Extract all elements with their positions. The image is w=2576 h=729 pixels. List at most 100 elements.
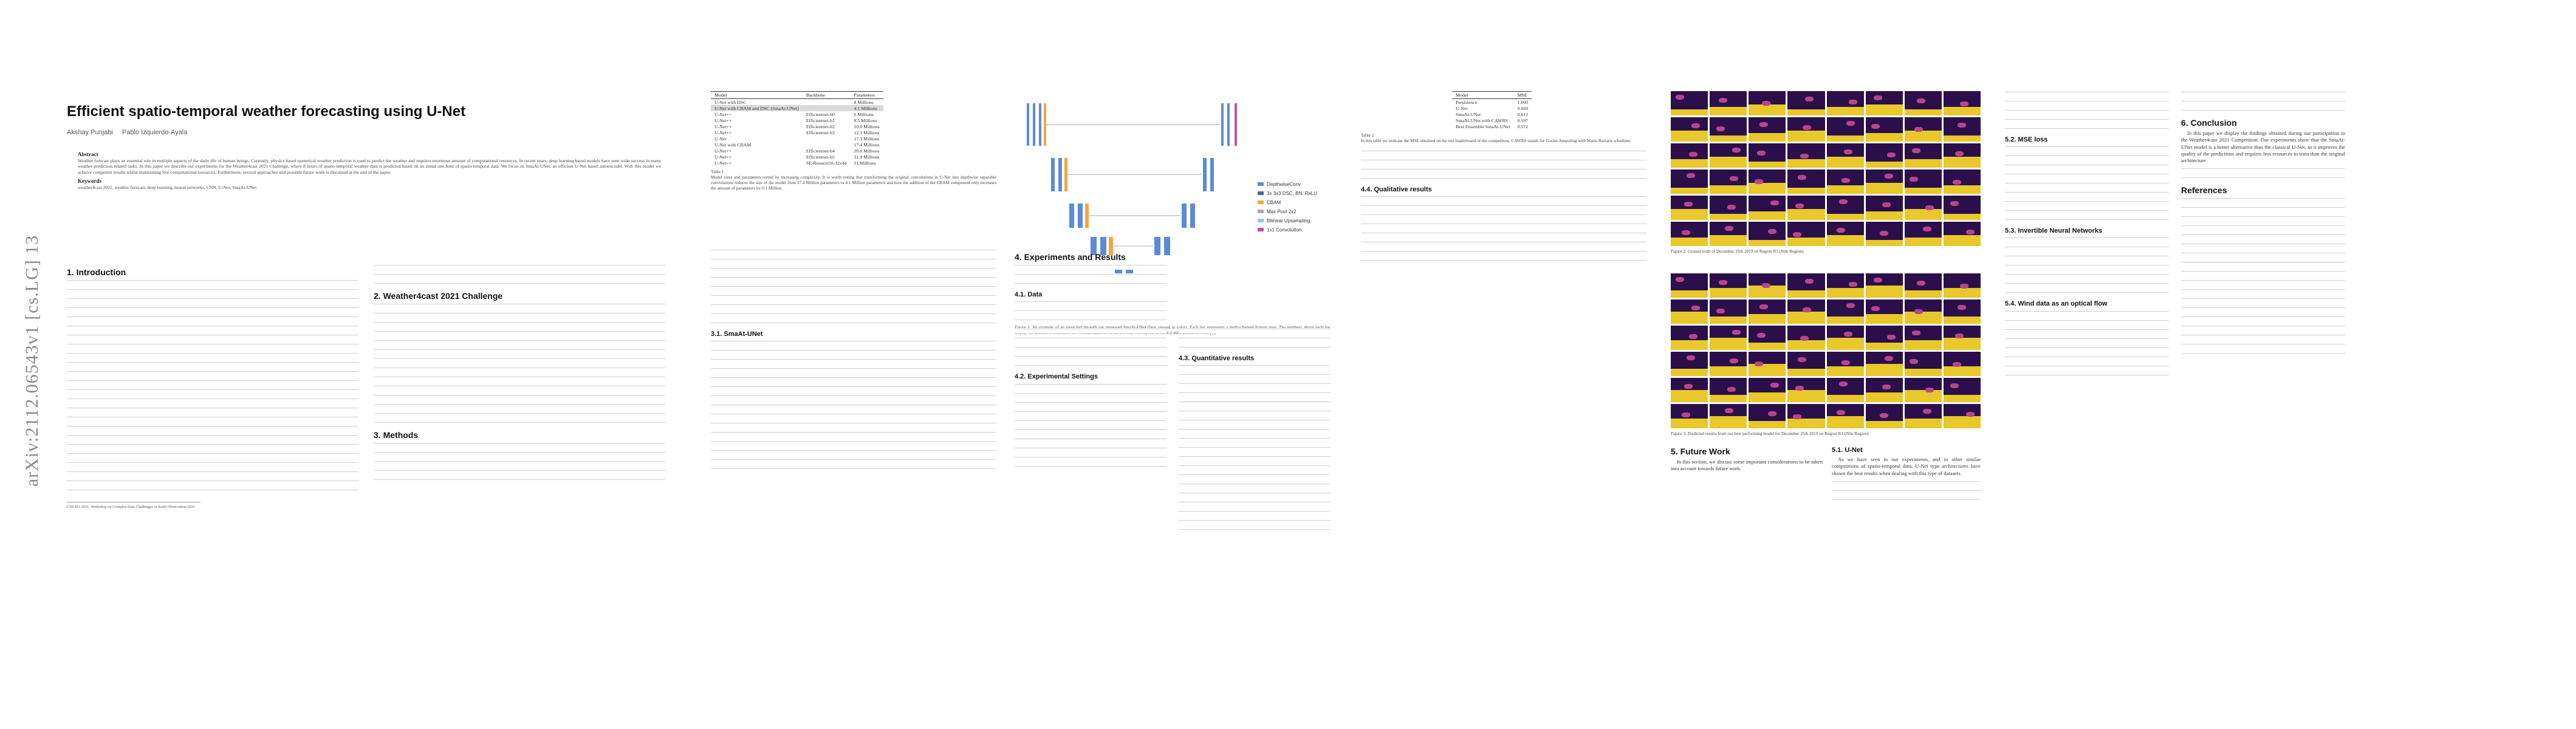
weather-map-tile	[1671, 326, 1708, 350]
weather-map-tile	[1787, 91, 1825, 115]
paper-page-2: Model Backbone Parameters U-Net with DSC…	[711, 91, 1343, 638]
page2-left-column: 3.1. SmaAt-UNet	[711, 249, 996, 477]
subsection-heading: 4.1. Data	[1015, 291, 1043, 299]
subsection-heading: 4.2. Experimental Settings	[1015, 373, 1098, 381]
paper-page-4: 5.2. MSE loss 5.3. Invertible Neural Net…	[2005, 91, 2552, 638]
weather-map-tile	[1710, 117, 1747, 142]
page3-future-column: 5. Future Work In this section, we discu…	[1671, 443, 1823, 476]
weather-map-tile	[1865, 222, 1903, 246]
weather-map-tile	[1710, 326, 1747, 350]
weather-map-tile	[1826, 91, 1864, 115]
table-cell: SmaAt-UNet	[1456, 111, 1481, 117]
figure2-caption: Figure 2: Ground truth of December 25th …	[1671, 249, 1804, 254]
weather-map-tile	[1671, 117, 1708, 142]
weather-map-tile	[1904, 299, 1942, 324]
weather-map-tile	[1943, 352, 1981, 376]
subsection-heading: 5.3. Invertible Neural Networks	[2005, 227, 2103, 235]
weather-map-tile	[1865, 143, 1903, 168]
table-cell: Efficientnet-b5	[806, 154, 835, 160]
section-heading: 5. Future Work	[1671, 447, 1730, 456]
legend-entry: 1x1 Convolution	[1267, 227, 1301, 233]
weather-map-tile	[1865, 169, 1903, 194]
author-name[interactable]: Pablo Izquierdo-Ayala	[122, 129, 188, 136]
weather-map-tile	[1749, 117, 1786, 142]
weather-map-tile	[1826, 352, 1864, 376]
weather-map-tile	[1671, 169, 1708, 194]
weather-map-tile	[1671, 273, 1708, 298]
weather-map-tile	[1826, 404, 1864, 428]
unet-text: As we have seen in our experiments, and …	[1832, 456, 1981, 476]
table-row: Persistence 1.000	[1452, 99, 1532, 106]
table-row: U-Net++ Efficientnet-b5 31.9 Millions	[711, 154, 883, 160]
weather-map-tile	[1710, 352, 1747, 376]
weather-map-tile	[1749, 143, 1786, 168]
weather-map-tile	[1787, 273, 1825, 298]
weather-map-tile	[1826, 378, 1864, 402]
table-cell: 0.572	[1517, 123, 1529, 129]
table1-block: Model Backbone Parameters U-Net with DSC…	[711, 91, 996, 191]
author-name[interactable]: Akshay Punjabi	[67, 129, 113, 136]
weather-map-tile	[1826, 273, 1864, 298]
table-cell: 0.669	[1517, 105, 1529, 111]
table-row: U-Net++ Efficientnet-b3 12.1 Millions	[711, 129, 883, 135]
subsection-heading: 3.1. SmaAt-UNet	[711, 330, 763, 338]
table-cell	[803, 135, 851, 142]
figure2-block: Figure 2: Ground truth of December 25th …	[1671, 91, 1981, 255]
table-cell: 17.4 Millions	[854, 142, 880, 148]
table-mse-results: Model MSE Persistence 1.000 U-Net 0.669 SmaA…	[1452, 91, 1532, 129]
weather-map-tile	[1943, 169, 1981, 194]
figure3-block: Figure 3: Predicted results from our bes…	[1671, 273, 1981, 437]
keywords-label: Keywords	[78, 178, 101, 185]
weather-map-tile	[1904, 352, 1942, 376]
weather-map-tile	[1865, 273, 1903, 298]
table-cell: 20.8 Millions	[854, 148, 880, 154]
keywords-text: weather4cast 2021, weather forecast, dee…	[78, 184, 257, 190]
weather-map-tile	[1943, 143, 1981, 168]
weather-map-tile	[1710, 91, 1747, 115]
weather-map-tile	[1865, 404, 1903, 428]
section-heading: 2. Weather4cast 2021 Challenge	[374, 291, 503, 301]
weather-map-tile	[1904, 169, 1942, 194]
table-cell: 8 Millions	[854, 99, 874, 105]
table-row: U-Net++ SE-Resnext50-32x4d 51 Millions	[711, 160, 883, 166]
table-cell: 0.612	[1517, 111, 1529, 117]
table-header: MSE	[1513, 91, 1532, 99]
footnote: CDCEO 2021: Workshop on Complex Data Cha…	[67, 502, 200, 510]
weather-map-tile	[1943, 326, 1981, 350]
weather-map-tile	[1710, 299, 1747, 324]
weather-map-tile	[1904, 378, 1942, 402]
section-heading: 3. Methods	[374, 430, 419, 440]
table-cell: Efficientnet-b1	[806, 117, 835, 123]
weather-map-tile	[1710, 378, 1747, 402]
table-cell: 4.1 Millions	[850, 105, 883, 111]
weather-map-tile	[1865, 299, 1903, 324]
weather-map-tile	[1787, 299, 1825, 324]
weather-map-tile	[1904, 196, 1942, 220]
author-list: Akshay Punjabi Pablo Izquierdo-Ayala	[67, 129, 194, 136]
table-row: U-Net++ Efficientnet-b0 6 Millions	[711, 111, 883, 117]
table-row: U-Net++ Efficientnet-b1 8.5 Millions	[711, 117, 883, 123]
legend-entry: 3x 3x3 DSC, BN, ReLU	[1267, 191, 1317, 196]
table-cell: Best Ensemble SmaAt-UNet	[1456, 123, 1510, 129]
weather-map-tile	[1787, 352, 1825, 376]
abstract-block: Abstract Weather forecast plays an essen…	[78, 151, 661, 191]
table-cell: Efficientnet-b4	[806, 148, 835, 154]
table-cell: Efficientnet-b0	[806, 111, 835, 117]
page3-unet-column: 5.1. U-Net As we have seen in our experi…	[1832, 443, 1981, 508]
table-cell: 31.9 Millions	[854, 154, 880, 160]
page4-right-column: 6. Conclusion In this paper we display t…	[2181, 91, 2345, 361]
page4-left-column: 5.2. MSE loss 5.3. Invertible Neural Net…	[2005, 91, 2169, 383]
weather-map-tile	[1904, 326, 1942, 350]
weather-map-tile	[1671, 352, 1708, 376]
table-header: Model	[1452, 91, 1514, 99]
section-heading: 4. Experiments and Results	[1015, 252, 1126, 262]
weather-map-tile	[1749, 91, 1786, 115]
section-heading: 1. Introduction	[67, 267, 126, 277]
weather-map-tile	[1710, 196, 1747, 220]
table-cell: 8.5 Millions	[854, 117, 877, 123]
table-cell: 1.000	[1517, 99, 1529, 105]
table-header: Parameters	[850, 91, 883, 99]
weather-map-tile	[1904, 143, 1942, 168]
subsection-heading: 5.2. MSE loss	[2005, 136, 2048, 143]
weather-map-tile	[1943, 273, 1981, 298]
